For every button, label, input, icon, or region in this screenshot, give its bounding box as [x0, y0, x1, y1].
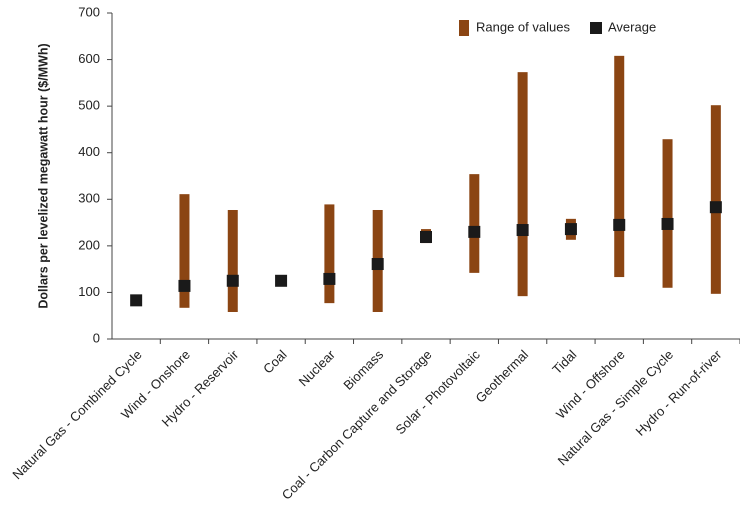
y-tick-label: 200: [78, 237, 100, 252]
y-tick-label: 300: [78, 191, 100, 206]
y-axis-label: Dollars per levelized megawatt hour ($/M…: [36, 43, 50, 308]
average-marker: [661, 217, 674, 230]
x-tick-label: Biomass: [340, 347, 386, 393]
y-tick-label: 500: [78, 98, 100, 113]
average-marker: [564, 223, 577, 236]
average-marker: [178, 279, 191, 292]
y-tick-label: 400: [78, 144, 100, 159]
x-tick-label: Hydro - Run-of-river: [633, 346, 725, 438]
range-bar: [324, 204, 335, 304]
y-tick-label: 0: [93, 330, 100, 345]
legend-label: Range of values: [476, 19, 570, 34]
y-tick-label: 700: [78, 4, 100, 19]
x-tick-label: Tidal: [549, 347, 579, 377]
range-bar: [469, 174, 480, 273]
y-tick-label: 100: [78, 284, 100, 299]
range-bar: [614, 55, 625, 278]
average-marker: [516, 224, 529, 237]
y-tick-label: 600: [78, 51, 100, 66]
average-marker: [613, 218, 626, 231]
average-marker: [130, 294, 143, 307]
average-marker: [420, 231, 432, 244]
range-bar: [179, 194, 190, 308]
legend-label: Average: [608, 19, 656, 34]
x-tick-label: Solar - Photovoltaic: [393, 347, 484, 438]
legend-swatch: [459, 20, 469, 36]
legend-swatch: [590, 22, 602, 34]
average-marker: [275, 274, 288, 287]
average-marker: [709, 201, 722, 214]
x-tick-label: Nuclear: [296, 346, 339, 389]
range-bar: [517, 72, 528, 297]
range-bar: [227, 209, 238, 312]
x-tick-label: Coal: [260, 347, 290, 377]
range-bar: [662, 139, 673, 288]
average-marker: [226, 274, 239, 287]
x-tick-label: Geothermal: [473, 347, 532, 406]
range-bar: [710, 105, 721, 294]
average-marker: [468, 225, 481, 238]
average-marker: [323, 272, 336, 285]
average-marker: [371, 258, 384, 271]
